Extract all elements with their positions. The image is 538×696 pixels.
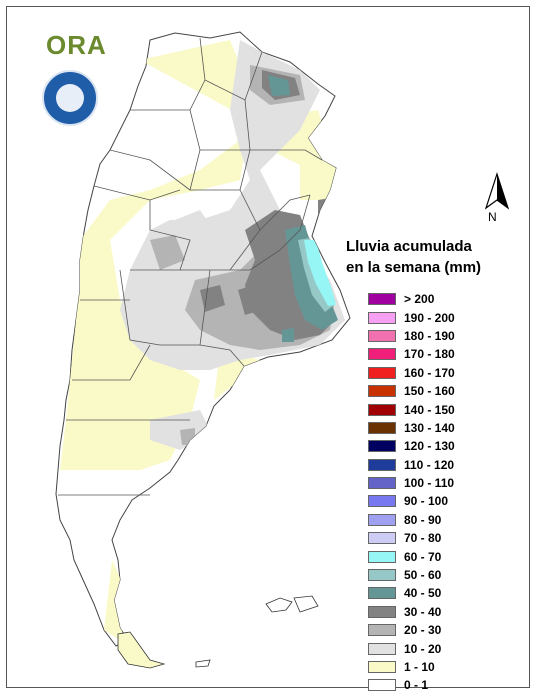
legend-label: 90 - 100 xyxy=(404,494,449,509)
legend-item: 130 - 140 xyxy=(368,419,455,437)
legend-swatch xyxy=(368,661,396,673)
legend-swatch xyxy=(368,385,396,398)
legend-swatch xyxy=(368,458,396,471)
legend-item: 20 - 30 xyxy=(368,621,455,639)
ora-logo: ORA xyxy=(46,30,107,60)
legend-swatch xyxy=(368,679,396,692)
legend-item: 10 - 20 xyxy=(368,639,455,657)
legend-item: 120 - 130 xyxy=(368,437,455,455)
legend-label: 120 - 130 xyxy=(404,439,455,454)
legend-swatch xyxy=(368,293,396,306)
legend-swatch xyxy=(368,366,396,379)
legend-label: 110 - 120 xyxy=(404,457,455,472)
province-boundaries xyxy=(58,37,323,496)
legend-item: 70 - 80 xyxy=(368,529,455,547)
legend-swatch xyxy=(368,348,396,361)
legend-swatch xyxy=(368,605,396,618)
legend-item: 60 - 70 xyxy=(368,547,455,565)
legend-swatch xyxy=(368,550,396,563)
legend-swatch xyxy=(368,532,396,545)
legend-item: 50 - 60 xyxy=(368,566,455,584)
legend-label: 130 - 140 xyxy=(404,420,455,435)
legend-label: 100 - 110 xyxy=(404,476,455,491)
legend-label: 180 - 190 xyxy=(404,328,455,343)
legend-item: 40 - 50 xyxy=(368,584,455,602)
legend-item: 140 - 150 xyxy=(368,400,455,418)
legend-item: 110 - 120 xyxy=(368,456,455,474)
legend-swatch xyxy=(368,311,396,324)
legend-swatch xyxy=(368,495,396,508)
legend-item: 150 - 160 xyxy=(368,382,455,400)
legend-item: 80 - 90 xyxy=(368,511,455,529)
legend-swatch xyxy=(368,329,396,342)
legend-item: 1 - 10 xyxy=(368,658,455,676)
north-arrow-icon xyxy=(484,172,510,210)
legend-swatch xyxy=(368,440,396,453)
legend-label: > 200 xyxy=(404,292,435,307)
legend-label: 150 - 160 xyxy=(404,384,455,399)
legend-swatch xyxy=(368,587,396,600)
legend-item: 0 - 1 xyxy=(368,676,455,694)
legend-label: 50 - 60 xyxy=(404,568,442,583)
isla-de-los-estados xyxy=(195,659,211,668)
legend-label: 70 - 80 xyxy=(404,531,442,546)
legend-label: 20 - 30 xyxy=(404,623,442,638)
legend-label: 140 - 150 xyxy=(404,402,455,417)
tierra-del-fuego xyxy=(117,631,166,669)
legend-label: 80 - 90 xyxy=(404,512,442,527)
legend-swatch xyxy=(368,624,396,637)
malvinas-islands xyxy=(265,595,319,613)
legend-title-line1: Lluvia acumulada xyxy=(346,238,472,255)
legend-label: 160 - 170 xyxy=(404,365,455,380)
rain-zone-60-70 xyxy=(304,240,336,306)
legend-label: 170 - 180 xyxy=(404,347,455,362)
legend-item: > 200 xyxy=(368,290,455,308)
legend-item: 180 - 190 xyxy=(368,327,455,345)
legend-item: 30 - 40 xyxy=(368,603,455,621)
legend-item: 160 - 170 xyxy=(368,364,455,382)
legend-title: Lluvia acumulada en la semana (mm) xyxy=(346,236,481,278)
legend-swatch xyxy=(368,642,396,655)
smn-seal-icon xyxy=(42,70,98,126)
legend-item: 170 - 180 xyxy=(368,345,455,363)
legend-label: 1 - 10 xyxy=(404,660,435,674)
legend-swatch xyxy=(368,513,396,526)
legend-swatch xyxy=(368,477,396,490)
legend-label: 0 - 1 xyxy=(404,678,429,693)
legend-swatch xyxy=(368,403,396,416)
legend-item: 100 - 110 xyxy=(368,474,455,492)
rainfall-legend: > 200 190 - 200 180 - 190 170 - 180 160 - 17… xyxy=(368,290,455,695)
legend-swatch xyxy=(368,569,396,582)
legend-label: 60 - 70 xyxy=(404,549,442,564)
legend-label: 190 - 200 xyxy=(404,310,455,325)
legend-label: 40 - 50 xyxy=(404,586,442,601)
legend-swatch xyxy=(368,421,396,434)
legend-label: 30 - 40 xyxy=(404,604,442,619)
legend-label: 10 - 20 xyxy=(404,641,442,656)
north-label: N xyxy=(488,210,497,224)
legend-item: 90 - 100 xyxy=(368,492,455,510)
legend-item: 190 - 200 xyxy=(368,308,455,326)
legend-title-line2: en la semana (mm) xyxy=(346,259,482,276)
